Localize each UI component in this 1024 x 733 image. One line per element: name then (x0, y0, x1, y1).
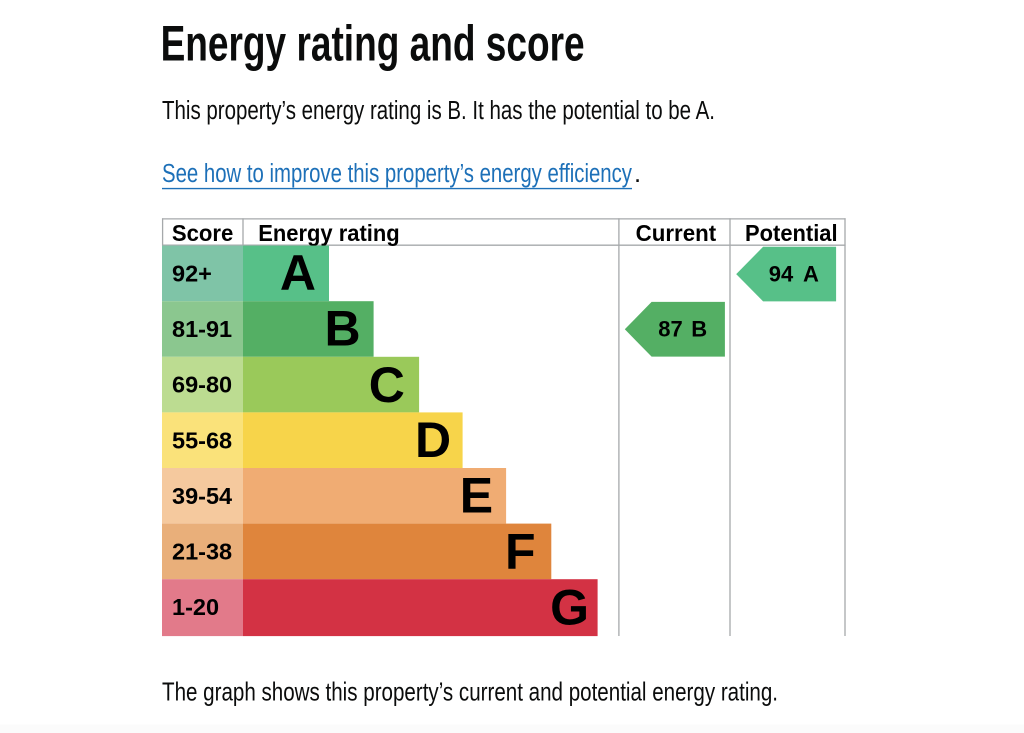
svg-text:See how to improve this proper: See how to improve this property’s energ… (162, 160, 632, 188)
svg-text:A: A (803, 261, 819, 286)
svg-text:21-38: 21-38 (172, 539, 232, 565)
svg-text:81-91: 81-91 (172, 316, 232, 342)
svg-text:Current: Current (636, 220, 717, 246)
svg-text:1-20: 1-20 (172, 594, 219, 620)
svg-text:F: F (505, 523, 536, 579)
svg-text:C: C (369, 357, 405, 413)
svg-text:Score: Score (172, 220, 234, 246)
svg-text:D: D (415, 412, 451, 468)
svg-text:.: . (634, 160, 641, 188)
svg-text:55-68: 55-68 (172, 427, 232, 453)
svg-text:B: B (691, 316, 707, 341)
svg-text:92+: 92+ (172, 261, 212, 287)
svg-text:The graph shows this property’: The graph shows this property’s current … (162, 678, 778, 706)
svg-text:Energy rating and score: Energy rating and score (161, 15, 585, 71)
svg-text:87: 87 (658, 316, 682, 341)
svg-text:G: G (550, 580, 589, 636)
svg-text:94: 94 (769, 261, 794, 286)
svg-text:A: A (280, 245, 316, 301)
svg-text:This property’s energy rating: This property’s energy rating is B. It h… (162, 97, 715, 125)
svg-text:39-54: 39-54 (172, 483, 232, 509)
svg-text:Potential: Potential (745, 220, 838, 246)
svg-text:Energy rating: Energy rating (258, 220, 400, 246)
svg-text:B: B (324, 301, 360, 357)
svg-text:E: E (460, 467, 493, 523)
svg-text:69-80: 69-80 (172, 372, 232, 398)
